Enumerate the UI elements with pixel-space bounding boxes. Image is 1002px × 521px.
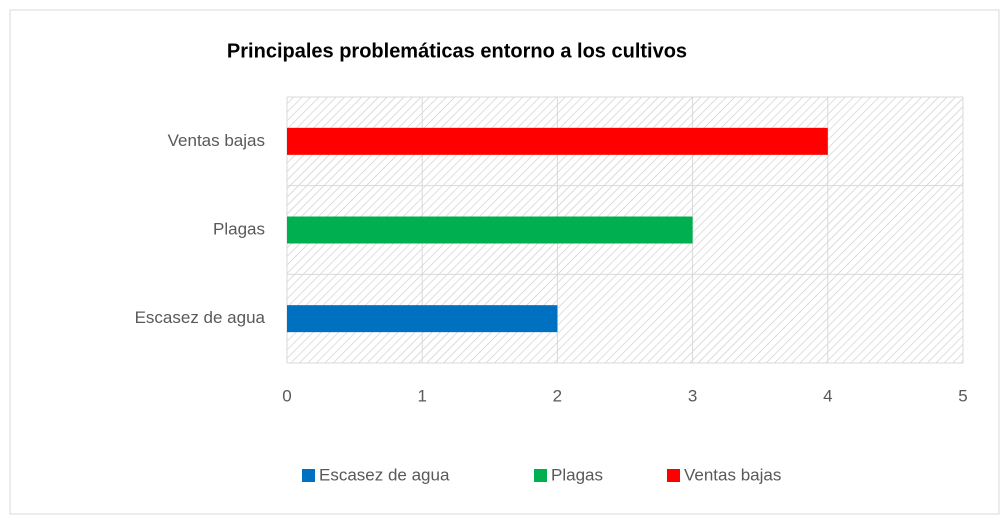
bar <box>287 127 828 155</box>
legend-label: Escasez de agua <box>319 465 450 484</box>
x-tick-label: 3 <box>688 386 697 405</box>
chart-title: Principales problemáticas entorno a los … <box>227 40 687 62</box>
bar <box>287 305 558 333</box>
y-tick-label: Plagas <box>213 219 265 238</box>
x-tick-label: 1 <box>417 386 426 405</box>
y-tick-label: Escasez de agua <box>135 308 266 327</box>
x-tick-label: 2 <box>553 386 562 405</box>
x-tick-label: 5 <box>958 386 967 405</box>
x-tick-label: 0 <box>282 386 291 405</box>
legend-label: Plagas <box>551 465 603 484</box>
legend-swatch <box>667 469 680 482</box>
legend-swatch <box>302 469 315 482</box>
x-tick-label: 4 <box>823 386 832 405</box>
y-tick-label: Ventas bajas <box>168 131 265 150</box>
legend-swatch <box>534 469 547 482</box>
bar <box>287 216 693 244</box>
legend-label: Ventas bajas <box>684 465 781 484</box>
